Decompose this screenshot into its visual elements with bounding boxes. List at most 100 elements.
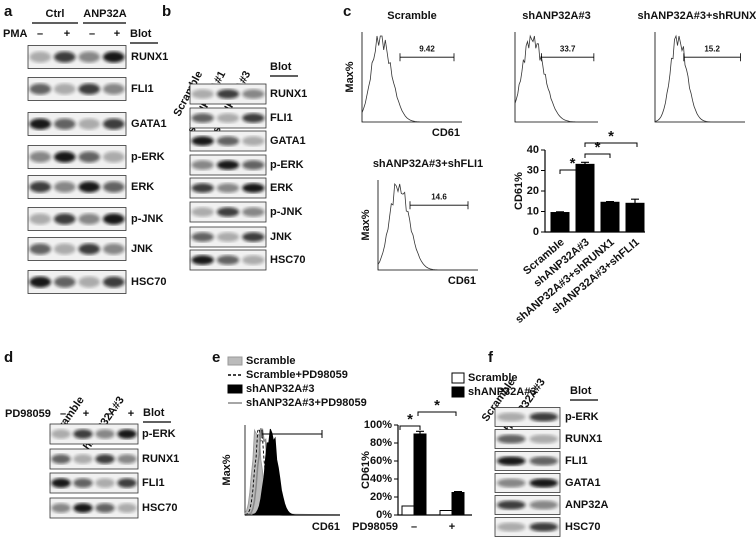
blot-band (496, 434, 526, 444)
blot-band (95, 503, 115, 513)
significance-star: * (407, 411, 413, 428)
bar (401, 505, 415, 516)
blot-strip (27, 237, 127, 261)
blot-band (117, 454, 137, 464)
error-bar (416, 430, 424, 434)
blot-band (73, 503, 93, 513)
blot-band (78, 243, 101, 255)
blot-band (191, 89, 214, 99)
treatment-label: PMA (3, 28, 28, 40)
blot-strip (49, 497, 139, 519)
blot-band (216, 183, 240, 193)
blot-label: GATA1 (565, 477, 601, 489)
x-axis-label: PD98059 (352, 521, 398, 533)
blot-strip (49, 448, 139, 470)
blot-band (29, 243, 52, 255)
blot-strip (27, 207, 127, 231)
blot-band (191, 207, 214, 217)
blot-label: p-ERK (142, 428, 176, 440)
gate (683, 53, 741, 62)
significance-star: * (608, 128, 614, 145)
y-tick-label: 40 (527, 144, 539, 156)
legend-swatch (451, 372, 465, 384)
histogram-title: Scramble (387, 10, 437, 22)
y-tick-label: 30 (527, 164, 539, 176)
blot-label: FLI1 (565, 455, 588, 467)
axes (377, 180, 478, 271)
blot-band (102, 276, 125, 288)
significance-bracket (584, 142, 638, 147)
legend-label: Scramble (468, 372, 518, 384)
blot-header: Blot (130, 28, 152, 40)
blot-strip (494, 473, 561, 493)
blot-band (216, 207, 240, 217)
blot-band (102, 83, 125, 95)
blot-strip (494, 407, 561, 427)
histogram-curve (377, 182, 478, 271)
blot-band (29, 181, 52, 193)
blot-band (29, 51, 52, 63)
blot-label: FLI1 (131, 83, 154, 95)
blot-band (102, 118, 125, 130)
bar (600, 201, 620, 233)
blot-band (29, 276, 52, 288)
blot-band (242, 232, 265, 242)
axes (514, 32, 598, 123)
treatment-label: PD98059 (5, 408, 51, 420)
blot-strip (494, 429, 561, 449)
blot-strip (49, 423, 139, 445)
blot-band (29, 151, 52, 163)
blot-band (117, 429, 137, 439)
blot-band (51, 429, 71, 439)
blot-strip (27, 112, 127, 136)
blot-band (242, 160, 265, 170)
blot-label: GATA1 (270, 135, 306, 147)
blot-band (53, 118, 76, 130)
blot-strip (494, 517, 561, 537)
panel-label: a (4, 3, 13, 20)
panel-label: d (4, 349, 13, 366)
blot-label: HSC70 (131, 276, 166, 288)
blot-band (73, 454, 93, 464)
treatment-sign: – (37, 28, 43, 40)
treatment-sign: + (128, 408, 134, 420)
blot-band (191, 183, 214, 193)
axis-label: CD61 (432, 127, 460, 139)
significance-star: * (570, 155, 576, 172)
error-bar (454, 491, 462, 493)
panel-label: c (343, 3, 351, 20)
gate-value: 14.6 (431, 192, 447, 201)
blot-band (53, 181, 76, 193)
blot-band (496, 456, 526, 466)
error-bar (581, 161, 589, 165)
blot-band (78, 83, 101, 95)
treatment-sign: + (64, 28, 70, 40)
y-tick-label: 0 (533, 226, 539, 238)
blot-band (53, 151, 76, 163)
axis-label: Max% (344, 61, 356, 92)
blot-band (216, 255, 240, 265)
blot-label: HSC70 (142, 502, 177, 514)
blot-label: RUNX1 (142, 453, 179, 465)
blot-label: FLI1 (270, 112, 293, 124)
legend-label: shANP32A#3 (246, 383, 314, 395)
blot-band (53, 83, 76, 95)
histogram-curve (654, 34, 745, 123)
blot-label: HSC70 (270, 254, 305, 266)
blot-label: RUNX1 (270, 88, 307, 100)
blot-strip (494, 495, 561, 515)
blot-band (53, 51, 76, 63)
blot-band (95, 429, 115, 439)
blot-label: RUNX1 (565, 433, 602, 445)
y-tick-label: 10 (527, 205, 539, 217)
blot-band (216, 160, 240, 170)
blot-band (496, 412, 526, 422)
gate (541, 53, 595, 62)
y-tick-label: 20% (370, 491, 392, 503)
blot-label: p-ERK (270, 159, 304, 171)
legend-swatch (227, 384, 243, 394)
blot-band (78, 151, 101, 163)
gate (261, 430, 323, 438)
legend-swatch (451, 386, 465, 398)
blot-strip (27, 145, 127, 169)
